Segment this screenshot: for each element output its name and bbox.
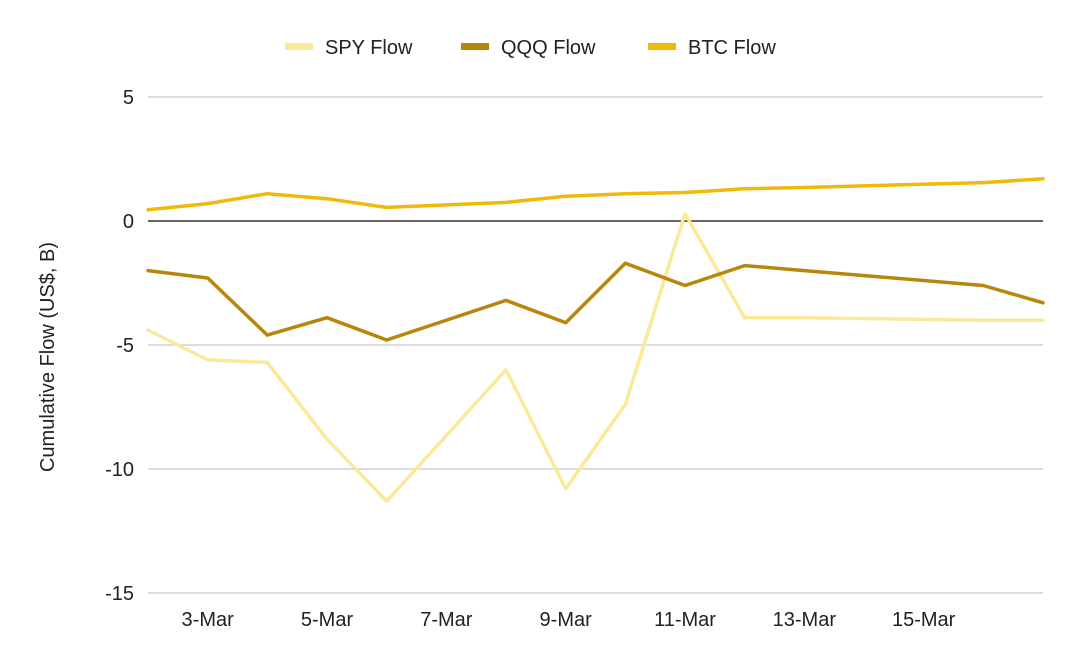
legend-label: SPY Flow <box>325 37 413 59</box>
x-tick-label: 15-Mar <box>892 609 956 631</box>
y-tick-label: -15 <box>105 583 134 605</box>
legend-label: QQQ Flow <box>501 37 596 59</box>
x-tick-label: 13-Mar <box>773 609 837 631</box>
legend-swatch <box>648 43 676 50</box>
legend-swatch <box>285 43 313 50</box>
series-line-qqq-flow <box>146 261 1045 342</box>
x-tick-label: 9-Mar <box>540 609 593 631</box>
legend-item: SPY Flow <box>285 37 413 59</box>
y-tick-label: -5 <box>116 335 134 357</box>
series-line-spy-flow <box>146 211 1045 503</box>
x-tick-label: 11-Mar <box>654 609 716 631</box>
legend-label: BTC Flow <box>688 37 776 59</box>
x-tick-label: 3-Mar <box>182 609 235 631</box>
legend-item: BTC Flow <box>648 37 776 59</box>
x-tick-label: 7-Mar <box>420 609 473 631</box>
y-tick-label: 5 <box>123 87 134 109</box>
gridlines <box>148 96 1043 594</box>
legend-item: QQQ Flow <box>461 37 596 59</box>
y-tick-label: -10 <box>105 459 134 481</box>
legend-swatch <box>461 43 489 50</box>
series-lines <box>146 177 1045 503</box>
y-axis-label: Cumulative Flow (US$, B) <box>37 242 59 472</box>
y-axis-ticks: 5 0 -5 -10 -15 <box>105 87 134 605</box>
series-line-btc-flow <box>146 177 1045 212</box>
x-axis-ticks: 3-Mar 5-Mar 7-Mar 9-Mar 11-Mar 13-Mar 15-Mar <box>182 609 956 631</box>
legend: SPY Flow QQQ Flow BTC Flow <box>285 37 776 59</box>
y-tick-label: 0 <box>123 211 134 233</box>
x-tick-label: 5-Mar <box>301 609 354 631</box>
